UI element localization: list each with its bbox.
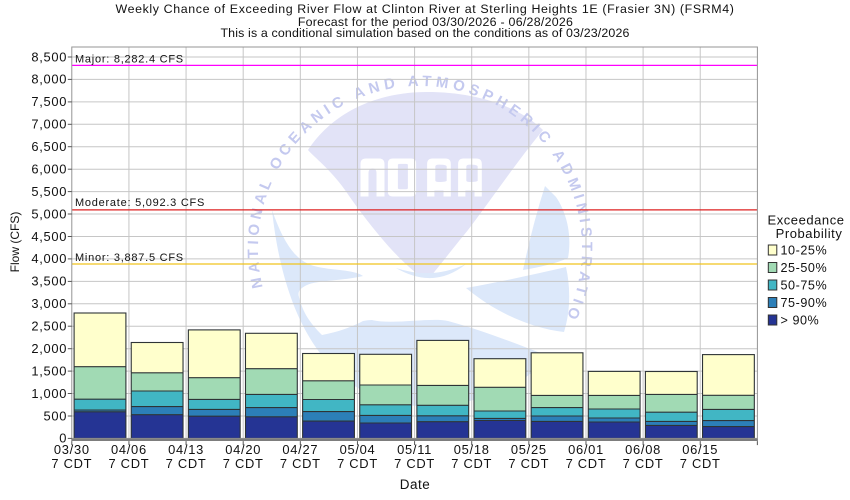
svg-text:7 CDT: 7 CDT <box>51 456 92 471</box>
svg-text:05/11: 05/11 <box>397 442 432 457</box>
svg-text:7 CDT: 7 CDT <box>508 456 549 471</box>
svg-text:7 CDT: 7 CDT <box>108 456 149 471</box>
svg-text:8,000: 8,000 <box>31 72 67 87</box>
svg-text:5,500: 5,500 <box>31 184 67 199</box>
svg-text:> 90%: > 90% <box>781 313 820 327</box>
svg-text:7,000: 7,000 <box>31 117 67 132</box>
svg-text:0: 0 <box>59 431 67 446</box>
svg-text:2,000: 2,000 <box>31 341 67 356</box>
svg-text:3,000: 3,000 <box>31 296 67 311</box>
svg-text:4,000: 4,000 <box>31 251 67 266</box>
svg-text:04/06: 04/06 <box>111 442 147 457</box>
svg-text:1,500: 1,500 <box>31 363 67 378</box>
svg-text:7 CDT: 7 CDT <box>166 456 207 471</box>
svg-text:Probability: Probability <box>776 226 843 241</box>
svg-text:06/08: 06/08 <box>625 442 661 457</box>
svg-text:1,000: 1,000 <box>31 386 67 401</box>
svg-text:06/01: 06/01 <box>568 442 604 457</box>
svg-text:75-90%: 75-90% <box>781 296 828 310</box>
svg-text:7 CDT: 7 CDT <box>337 456 378 471</box>
svg-text:Weekly Chance of Exceeding Riv: Weekly Chance of Exceeding River Flow at… <box>116 2 735 16</box>
svg-text:3,500: 3,500 <box>31 274 67 289</box>
svg-text:2,500: 2,500 <box>31 319 67 334</box>
svg-text:Major: 8,282.4 CFS: Major: 8,282.4 CFS <box>75 54 184 66</box>
svg-text:Forecast for the period 03/30/: Forecast for the period 03/30/2026 - 06/… <box>298 15 573 29</box>
svg-text:7 CDT: 7 CDT <box>223 456 264 471</box>
svg-text:7 CDT: 7 CDT <box>566 456 607 471</box>
svg-text:Flow (CFS): Flow (CFS) <box>8 212 22 273</box>
svg-text:04/27: 04/27 <box>282 442 318 457</box>
svg-text:04/13: 04/13 <box>168 442 204 457</box>
svg-text:7,500: 7,500 <box>31 94 67 109</box>
svg-text:05/18: 05/18 <box>454 442 490 457</box>
svg-text:6,000: 6,000 <box>31 162 67 177</box>
svg-text:03/30: 03/30 <box>54 442 90 457</box>
svg-text:7 CDT: 7 CDT <box>680 456 721 471</box>
svg-text:50-75%: 50-75% <box>781 278 828 292</box>
svg-text:05/04: 05/04 <box>340 442 376 457</box>
svg-text:05/25: 05/25 <box>511 442 547 457</box>
svg-text:4,500: 4,500 <box>31 229 67 244</box>
svg-text:10-25%: 10-25% <box>781 243 828 257</box>
svg-text:7 CDT: 7 CDT <box>623 456 664 471</box>
svg-text:Moderate: 5,092.3 CFS: Moderate: 5,092.3 CFS <box>75 197 205 209</box>
svg-text:This is a conditional simulati: This is a conditional simulation based o… <box>220 26 629 40</box>
svg-text:7 CDT: 7 CDT <box>451 456 492 471</box>
svg-text:Date: Date <box>400 477 431 492</box>
svg-text:8,500: 8,500 <box>31 49 67 64</box>
svg-text:5,000: 5,000 <box>31 206 67 221</box>
svg-text:6,500: 6,500 <box>31 139 67 154</box>
svg-text:Minor: 3,887.5 CFS: Minor: 3,887.5 CFS <box>75 252 184 264</box>
svg-text:500: 500 <box>44 408 68 423</box>
svg-text:Exceedance: Exceedance <box>767 212 844 227</box>
svg-text:06/15: 06/15 <box>682 442 718 457</box>
svg-text:25-50%: 25-50% <box>781 261 828 275</box>
svg-text:7 CDT: 7 CDT <box>394 456 435 471</box>
svg-text:7 CDT: 7 CDT <box>280 456 321 471</box>
svg-text:04/20: 04/20 <box>225 442 261 457</box>
